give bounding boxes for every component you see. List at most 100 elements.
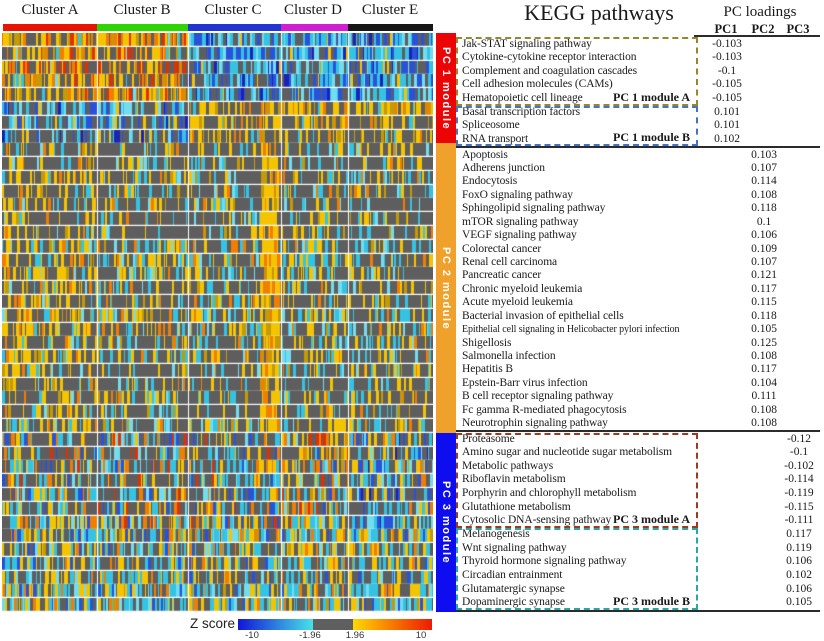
loading-value-pc1: 0.101 (714, 105, 740, 118)
pathway-label: Amino sugar and nucleotide sugar metabol… (462, 446, 673, 459)
loading-value-pc3: 0.119 (786, 541, 812, 554)
pathway-label: Circadian entrainment (462, 569, 563, 581)
pathway-label: Hepatitis B (462, 363, 513, 376)
zscore-tick: 1.96 (345, 630, 365, 641)
pc-column-header-pc1: PC1 (714, 22, 738, 36)
module-box-label-pc1b: PC 1 module B (612, 130, 690, 145)
loading-value-pc2: 0.114 (751, 175, 777, 188)
pathway-label: Cytokine-cytokine receptor interaction (462, 51, 637, 64)
pathway-label: Wnt signaling pathway (462, 541, 567, 554)
pc-loadings-title: PC loadings (723, 4, 797, 20)
loading-value-pc3: 0.106 (786, 582, 812, 595)
zscore-gradient-positive (353, 619, 432, 630)
pathway-label: Hematopoietic cell lineage (462, 91, 583, 104)
loading-value-pc2: 0.105 (751, 323, 777, 336)
loading-value-pc2: 0.117 (751, 363, 777, 376)
loading-value-pc3: -0.102 (784, 459, 814, 472)
pathway-label: Thyroid hormone signaling pathway (462, 555, 627, 568)
loading-value-pc1: -0.103 (712, 37, 742, 50)
pathway-label: Fc gamma R-mediated phagocytosis (462, 403, 627, 416)
module-bar-label: PC 1 module (440, 46, 452, 130)
loading-value-pc2: 0.108 (751, 188, 777, 201)
pathway-label: Endocytosis (462, 175, 518, 188)
loading-value-pc2: 0.109 (751, 242, 777, 255)
module-box-label-pc3a: PC 3 module A (612, 512, 690, 526)
pathway-label: Cell adhesion molecules (CAMs) (462, 78, 613, 91)
module-box-pc1a (456, 37, 698, 106)
cluster-label-3: Cluster C (204, 2, 262, 18)
loading-value-pc1: -0.103 (712, 51, 742, 64)
cluster-color-segment-5 (348, 24, 433, 31)
loading-value-pc2: 0.115 (751, 296, 777, 309)
loading-value-pc2: 0.108 (751, 417, 777, 430)
cluster-label-2: Cluster B (113, 2, 171, 18)
loading-value-pc2: 0.108 (751, 349, 777, 362)
pathway-label: Salmonella infection (462, 349, 556, 362)
loading-value-pc2: 0.103 (751, 148, 777, 161)
pathway-label: Riboflavin metabolism (462, 473, 566, 486)
pathway-label: Apoptosis (462, 148, 508, 161)
cluster-label-1: Cluster A (21, 2, 79, 18)
zscore-gradient-mid (313, 619, 353, 630)
cluster-color-segment-2 (97, 24, 188, 31)
pc-column-header-pc3: PC3 (786, 22, 810, 36)
loading-value-pc2: 0.111 (751, 390, 777, 403)
pathway-label: Complement and coagulation cascades (462, 64, 638, 77)
pathway-label: RNA transport (462, 132, 529, 145)
loading-value-pc2: 0.107 (751, 255, 777, 268)
pathway-label: Sphingolipid signaling pathway (462, 202, 606, 215)
pathway-label: Jak-STAT signaling pathway (462, 37, 592, 50)
module-box-pc1b (456, 105, 698, 147)
zscore-tick: -1.96 (299, 630, 321, 641)
loading-value-pc3: -0.114 (784, 473, 814, 486)
pathway-label: Porphyrin and chlorophyll metabolism (462, 487, 637, 500)
pathway-label: Epithelial cell signaling in Helicobacte… (462, 324, 680, 336)
loading-value-pc2: 0.125 (751, 336, 777, 349)
loading-value-pc3: -0.119 (784, 487, 814, 500)
zscore-gradient-negative (238, 619, 313, 630)
module-bar-pc1: PC 1 module (436, 33, 456, 144)
pathway-label: Colorectal cancer (462, 242, 542, 255)
pathway-label: Glutamatergic synapse (462, 582, 565, 595)
module-box-label-pc3b: PC 3 module B (612, 594, 690, 608)
loading-value-pc1: 0.101 (714, 119, 740, 132)
loading-value-pc2: 0.121 (751, 269, 777, 282)
pathway-label: Neurotrophin signaling pathway (462, 417, 608, 430)
zscore-tick: -10 (245, 630, 259, 641)
pathway-label: Adherens junction (462, 161, 545, 174)
cluster-label-5: Cluster E (361, 2, 419, 18)
pathway-label: Epstein-Barr virus infection (462, 376, 588, 389)
loading-value-pc3: -0.12 (787, 432, 811, 445)
cluster-color-segment-4 (281, 24, 348, 31)
pc-column-header-pc2: PC2 (751, 22, 775, 36)
pathway-label: B cell receptor signaling pathway (462, 390, 614, 403)
loading-value-pc3: -0.1 (789, 446, 809, 459)
cluster-color-segment-1 (3, 24, 97, 31)
loading-value-pc3: 0.105 (786, 596, 812, 609)
pathway-label: Melanogenesis (462, 528, 530, 541)
pathway-label: Basal transcription factors (462, 105, 581, 118)
loading-value-pc2: 0.106 (751, 229, 777, 242)
module-box-pc3b (456, 528, 698, 610)
section-separator-1 (456, 146, 820, 148)
pathway-label: mTOR signaling pathway (462, 215, 579, 228)
pathway-label: Proteasome (462, 432, 515, 445)
pathway-label: Cytosolic DNA-sensing pathway (462, 514, 612, 527)
loading-value-pc2: 0.118 (751, 202, 777, 215)
pathway-label: Glutathione metabolism (462, 500, 571, 513)
module-bar-pc3: PC 3 module (436, 432, 456, 612)
kegg-pathways-title: KEGG pathways (524, 0, 674, 25)
zscore-legend-label: Z score (189, 616, 235, 631)
cluster-color-segment-3 (188, 24, 281, 31)
loading-value-pc1: 0.102 (714, 132, 740, 145)
loading-value-pc3: 0.102 (786, 569, 812, 581)
pathway-label: Metabolic pathways (462, 459, 554, 472)
pc-header-rule (694, 34, 820, 37)
loading-value-pc1: -0.105 (712, 91, 742, 104)
module-bar-label: PC 3 module (440, 480, 452, 564)
pathway-label: Dopaminergic synapse (462, 596, 565, 609)
pathway-label: Renal cell carcinoma (462, 255, 558, 268)
pathway-label: VEGF signaling pathway (462, 229, 577, 242)
pathway-label: Bacterial invasion of epithelial cells (462, 309, 624, 322)
loading-value-pc1: -0.1 (717, 64, 737, 77)
